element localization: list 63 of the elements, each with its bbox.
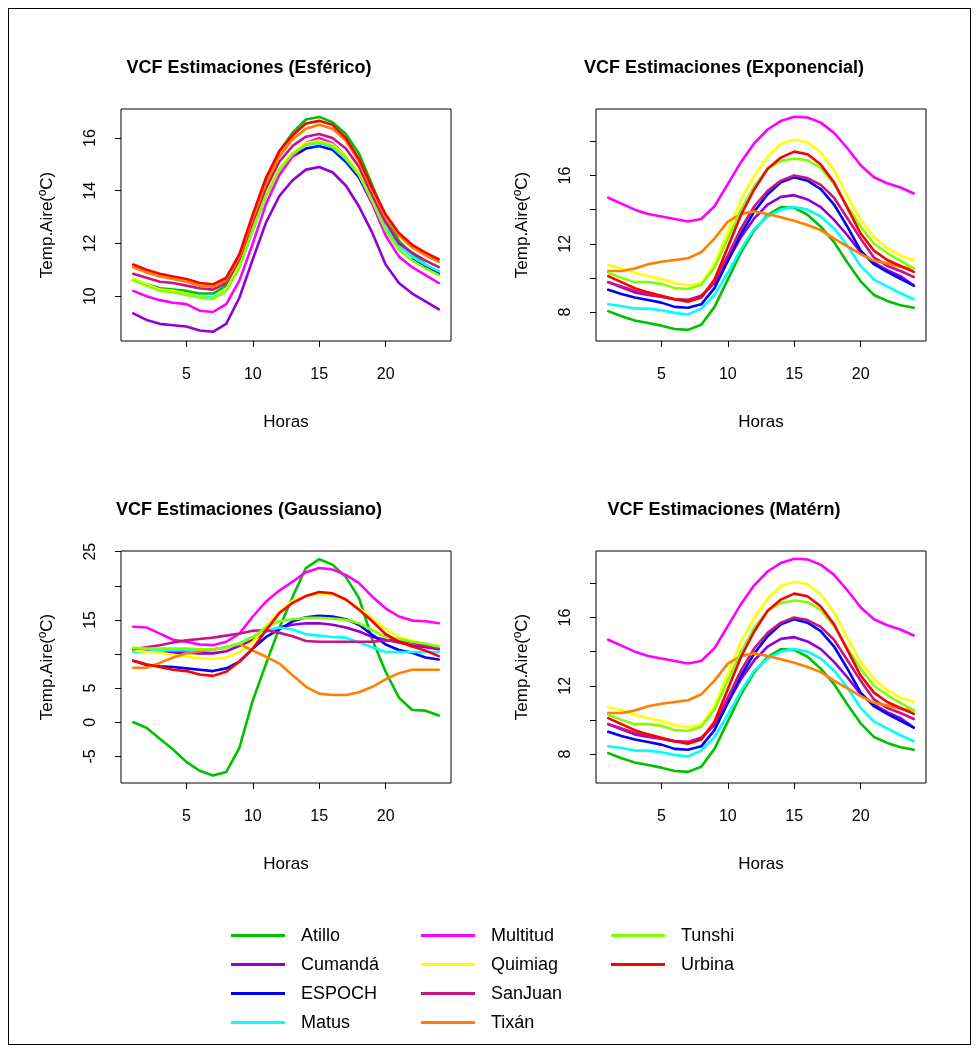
line-series: [606, 210, 916, 273]
legend-label: Tixán: [491, 1012, 535, 1033]
line-series: [131, 590, 441, 678]
x-tick-label: 15: [785, 806, 804, 824]
x-tick-label: 5: [656, 364, 666, 382]
chart-title: VCF Estimaciones (Esférico): [126, 57, 372, 77]
y-tick-label: 12: [555, 234, 573, 253]
y-tick-label: 8: [555, 307, 573, 317]
x-tick-label: 10: [243, 806, 262, 824]
y-tick-label: 16: [555, 608, 573, 627]
line-series: [131, 566, 441, 647]
legend-label: Urbina: [681, 954, 735, 975]
y-tick-label: 0: [80, 717, 98, 727]
legend-label: Cumandá: [301, 954, 380, 975]
legend-label: SanJuan: [491, 983, 563, 1004]
x-tick-label: 20: [851, 806, 870, 824]
y-tick-label: 10: [80, 287, 98, 306]
x-tick-label: 10: [718, 364, 737, 382]
legend-label: Tunshi: [681, 925, 735, 946]
line-series: [131, 616, 441, 651]
line-series: [606, 580, 916, 729]
y-axis-title: Temp.Aire(ºC): [37, 171, 56, 279]
chart-title: VCF Estimaciones (Matérn): [607, 499, 841, 519]
line-series: [131, 165, 441, 334]
legend-label: Atillo: [301, 925, 341, 946]
x-tick-label: 20: [376, 364, 395, 382]
line-series: [606, 557, 916, 665]
line-series: [606, 138, 916, 287]
x-tick-label: 5: [656, 806, 666, 824]
legend-label: Matus: [301, 1012, 351, 1033]
x-tick-label: 15: [310, 364, 329, 382]
x-tick-label: 10: [243, 364, 262, 382]
chart-title: VCF Estimaciones (Gaussiano): [115, 499, 383, 519]
x-tick-label: 5: [181, 806, 191, 824]
line-series: [606, 115, 916, 223]
chart-title: VCF Estimaciones (Exponencial): [583, 57, 865, 77]
x-tick-label: 15: [785, 364, 804, 382]
x-tick-label: 15: [310, 806, 329, 824]
y-tick-label: 14: [80, 181, 98, 200]
y-tick-label: 25: [80, 542, 98, 561]
y-tick-label: -5: [80, 749, 98, 764]
y-tick-label: 12: [555, 676, 573, 695]
x-axis-title: Horas: [263, 854, 309, 873]
x-tick-label: 5: [181, 364, 191, 382]
y-axis-title: Temp.Aire(ºC): [37, 613, 56, 721]
line-series: [606, 652, 916, 715]
x-axis-title: Horas: [738, 854, 784, 873]
y-tick-label: 5: [80, 683, 98, 693]
x-axis-title: Horas: [263, 412, 309, 431]
y-tick-label: 16: [80, 129, 98, 147]
legend-label: ESPOCH: [301, 983, 378, 1004]
y-tick-label: 8: [555, 749, 573, 759]
x-axis-title: Horas: [738, 412, 784, 431]
x-tick-label: 20: [376, 806, 395, 824]
x-tick-label: 10: [718, 806, 737, 824]
y-tick-label: 16: [555, 166, 573, 185]
y-tick-label: 15: [80, 610, 98, 629]
legend-label: Multitud: [491, 925, 555, 946]
legend-label: Quimiag: [491, 954, 559, 975]
x-tick-label: 20: [851, 364, 870, 382]
y-axis-title: Temp.Aire(ºC): [512, 613, 531, 721]
y-axis-title: Temp.Aire(ºC): [512, 171, 531, 279]
y-tick-label: 12: [80, 234, 98, 253]
